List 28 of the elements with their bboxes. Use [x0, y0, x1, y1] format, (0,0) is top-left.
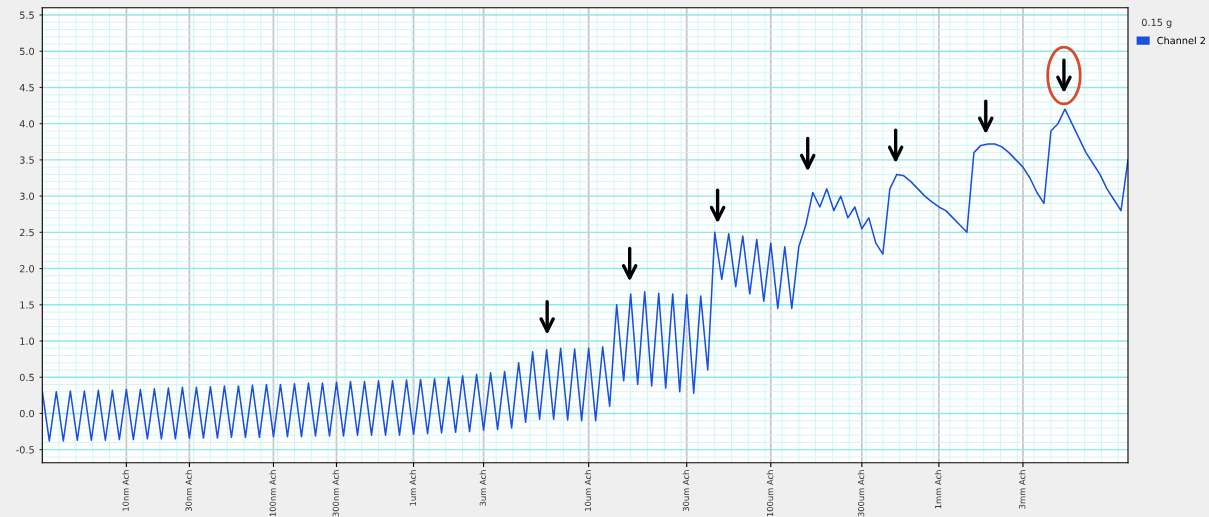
y-tick-label: 1.5	[20, 301, 34, 309]
y-tick-label: 0.5	[19, 373, 34, 382]
x-tick-label: 300um Ach	[857, 470, 865, 517]
y-tick-label: 3.0	[19, 192, 35, 200]
y-tick-label: -0.5	[16, 446, 34, 454]
y-tick-label: 2.5	[19, 228, 34, 237]
x-tick-label: 100nm Ach	[269, 470, 276, 517]
y-tick-label: 5.5	[19, 11, 34, 19]
x-tick-label: 100um Ach	[766, 470, 774, 517]
x-tick-label: 30nm Ach	[185, 470, 192, 512]
line-series	[42, 108, 1128, 442]
y-tick-label: 1.0	[20, 337, 35, 345]
x-tick-label: 3mm Ach	[1018, 470, 1026, 509]
x-tick-label: 30um Ach	[682, 470, 690, 512]
legend-label: Channel 2	[1157, 36, 1205, 45]
y-tick-label: 5.0	[19, 47, 35, 56]
x-tick-label: 3um Ach	[479, 470, 487, 506]
y-tick-label: 0.0	[19, 409, 35, 418]
x-tick-label: 1mm Ach	[934, 470, 942, 509]
text: 0.15 g	[1141, 18, 1172, 28]
x-tick-label: 10nm Ach	[122, 470, 129, 511]
y-tick-label: 3.5	[19, 156, 34, 164]
y-tick-label: 4.0	[19, 120, 35, 128]
x-tick-label: 300nm Ach	[332, 470, 339, 517]
y-tick-label: 2.0	[19, 265, 35, 273]
y-tick-label: 4.5	[19, 84, 34, 92]
x-tick-label: 1um Ach	[409, 470, 416, 506]
x-tick-label: 10um Ach	[584, 470, 592, 511]
